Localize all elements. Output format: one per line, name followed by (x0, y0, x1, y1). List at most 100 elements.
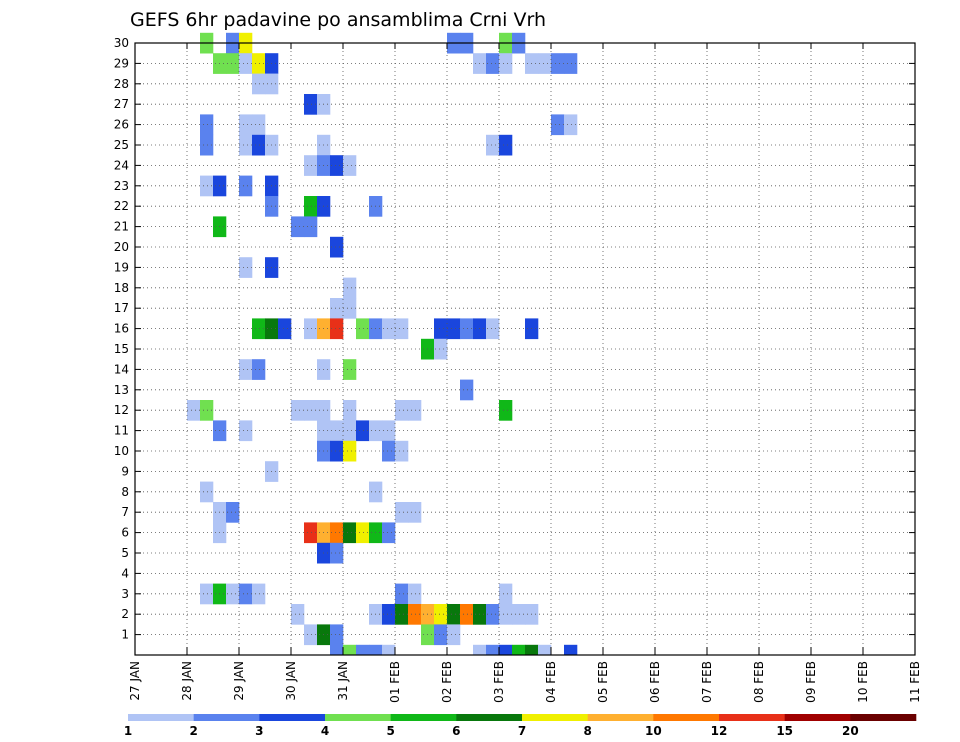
y-tick-label: 3 (121, 587, 129, 601)
heatmap-cell (447, 604, 461, 625)
heatmap-cell (343, 277, 357, 299)
heatmap-cell (291, 216, 305, 238)
heatmap-cell (330, 298, 344, 319)
heatmap-cell (395, 604, 409, 625)
heatmap-cell (382, 522, 396, 544)
y-tick-label: 22 (114, 199, 129, 213)
heatmap-cell (200, 134, 214, 156)
heatmap-cell (382, 644, 396, 656)
heatmap-cell (252, 318, 266, 340)
heatmap-cell (304, 94, 318, 115)
y-tick-label: 14 (114, 362, 129, 376)
heatmap-cell (252, 134, 266, 156)
colorbar-label: 5 (386, 724, 394, 738)
colorbar-segment (719, 714, 785, 721)
heatmap-cell (330, 420, 344, 442)
heatmap-cell (408, 400, 422, 421)
colorbar-label: 10 (645, 724, 662, 738)
colorbar-segment (522, 714, 588, 721)
x-tick-label: 30 JAN (284, 661, 298, 701)
y-tick-label: 1 (121, 628, 129, 642)
colorbar-segment (784, 714, 851, 721)
colorbar-segment (653, 714, 720, 721)
heatmap-cell (486, 53, 500, 74)
x-tick-label: 01 FEB (388, 661, 402, 703)
heatmap-cell (304, 522, 318, 544)
heatmap-cell (330, 155, 344, 176)
heatmap-cell (304, 155, 318, 176)
heatmap-cell (499, 604, 513, 625)
heatmap-cell (434, 624, 448, 646)
heatmap-cell (447, 624, 461, 646)
x-tick-label: 04 FEB (544, 661, 558, 703)
colorbar-label: 4 (321, 724, 329, 738)
heatmap-cell (343, 400, 357, 421)
y-tick-label: 5 (121, 546, 129, 560)
heatmap-cell (382, 440, 396, 462)
heatmap-cell (382, 604, 396, 625)
heatmap-cell (395, 440, 409, 462)
heatmap-cell (252, 53, 266, 74)
heatmap-cell (512, 604, 526, 625)
colorbar-label: 3 (255, 724, 263, 738)
y-tick-label: 28 (114, 77, 129, 91)
heatmap-cell (252, 73, 266, 95)
y-tick-label: 20 (114, 240, 129, 254)
chart-title: GEFS 6hr padavine po ansamblima Crni Vrh (130, 9, 546, 31)
x-axis: 27 JAN 28 JAN 29 JAN 30 JAN 31 JAN 01 FEB 02 F… (128, 43, 922, 703)
heatmap-cell (330, 644, 344, 656)
heatmap-cell (226, 53, 240, 74)
colorbar-label: 20 (842, 724, 859, 738)
heatmap-cell (291, 604, 305, 625)
y-tick-label: 9 (121, 464, 129, 478)
heatmap-cell (343, 644, 357, 656)
y-tick-label: 10 (114, 444, 129, 458)
heatmap-cell (343, 298, 357, 319)
colorbar-segment (587, 714, 654, 721)
heatmap-cell (564, 644, 578, 656)
y-tick-label: 16 (114, 322, 129, 336)
heatmap-cell (434, 338, 448, 360)
y-tick-label: 24 (114, 158, 129, 172)
heatmap-cell (356, 522, 370, 544)
heatmap-cell (187, 400, 201, 421)
colorbar-label: 6 (452, 724, 460, 738)
y-tick-label: 18 (114, 281, 129, 295)
heatmap-cell (200, 400, 214, 421)
heatmap-cell (343, 359, 357, 380)
heatmap-cell (239, 134, 253, 156)
heatmap-cell (408, 604, 422, 625)
heatmap-cell (395, 400, 409, 421)
y-axis: 1234567891011121314151617181920212223242… (114, 36, 915, 642)
heatmap-cell (343, 420, 357, 442)
heatmap-cell (304, 400, 318, 421)
x-tick-label: 08 FEB (752, 661, 766, 703)
heatmap-cell (564, 114, 578, 136)
y-tick-label: 21 (114, 220, 129, 234)
heatmap-cell (239, 420, 253, 442)
x-tick-label: 07 FEB (700, 661, 714, 703)
heatmap-cell (486, 318, 500, 340)
heatmap-cell (382, 420, 396, 442)
heatmap-cell (499, 53, 513, 74)
colorbar-label: 1 (124, 724, 132, 738)
heatmap-cell (447, 318, 461, 340)
heatmap-cell (499, 583, 513, 605)
heatmap-cell (239, 359, 253, 380)
colorbar-segment (128, 714, 194, 721)
heatmap-cell (551, 53, 565, 74)
heatmap-cell (330, 624, 344, 646)
heatmap-cell (499, 400, 513, 421)
colorbar-segment (259, 714, 326, 721)
y-tick-label: 30 (114, 36, 129, 50)
heatmap-cell (252, 114, 266, 136)
heatmap-cell (226, 502, 240, 523)
x-tick-label: 27 JAN (128, 661, 142, 701)
heatmap-cell (330, 440, 344, 462)
x-tick-label: 05 FEB (596, 661, 610, 703)
heatmap-cell (356, 644, 370, 656)
colorbar-segment (850, 714, 917, 721)
y-tick-label: 12 (114, 403, 129, 417)
heatmap-cell (512, 644, 526, 656)
